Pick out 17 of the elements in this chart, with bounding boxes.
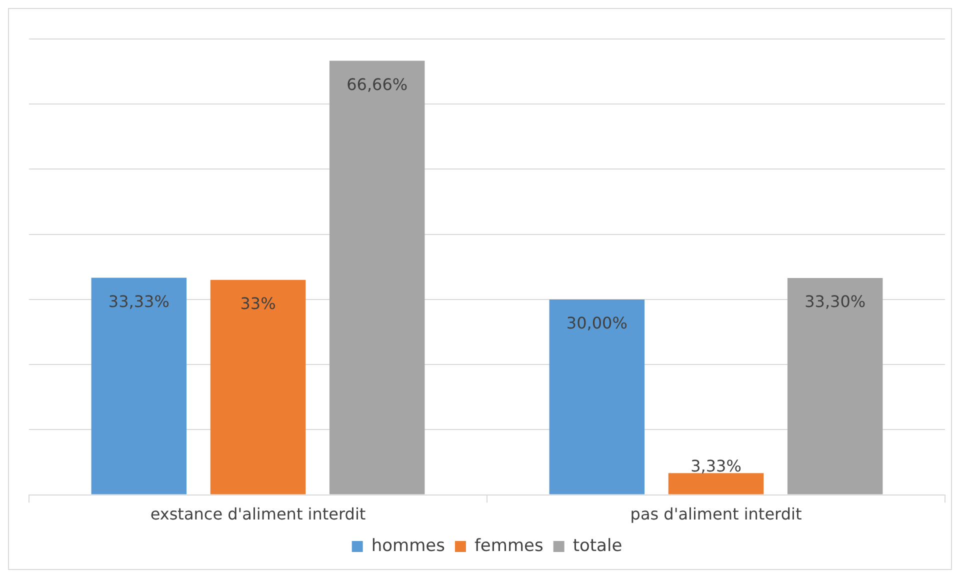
x-tick-label: exstance d'aliment interdit <box>150 504 366 524</box>
bar <box>329 60 425 494</box>
data-label: 30,00% <box>566 314 628 333</box>
x-tick-label: pas d'aliment interdit <box>630 504 802 524</box>
data-label: 33,30% <box>804 292 866 312</box>
legend-label: femmes <box>474 536 544 556</box>
bar <box>210 280 306 494</box>
bar <box>91 278 187 494</box>
data-label: 33,33% <box>108 292 170 311</box>
bar <box>787 278 883 494</box>
legend-label: totale <box>572 536 622 556</box>
data-label: 3,33% <box>690 456 742 476</box>
legend-label: hommes <box>371 536 446 556</box>
data-label: 66,66% <box>346 74 408 94</box>
bar <box>549 299 645 494</box>
data-label: 33% <box>240 294 276 314</box>
bar <box>668 473 764 494</box>
